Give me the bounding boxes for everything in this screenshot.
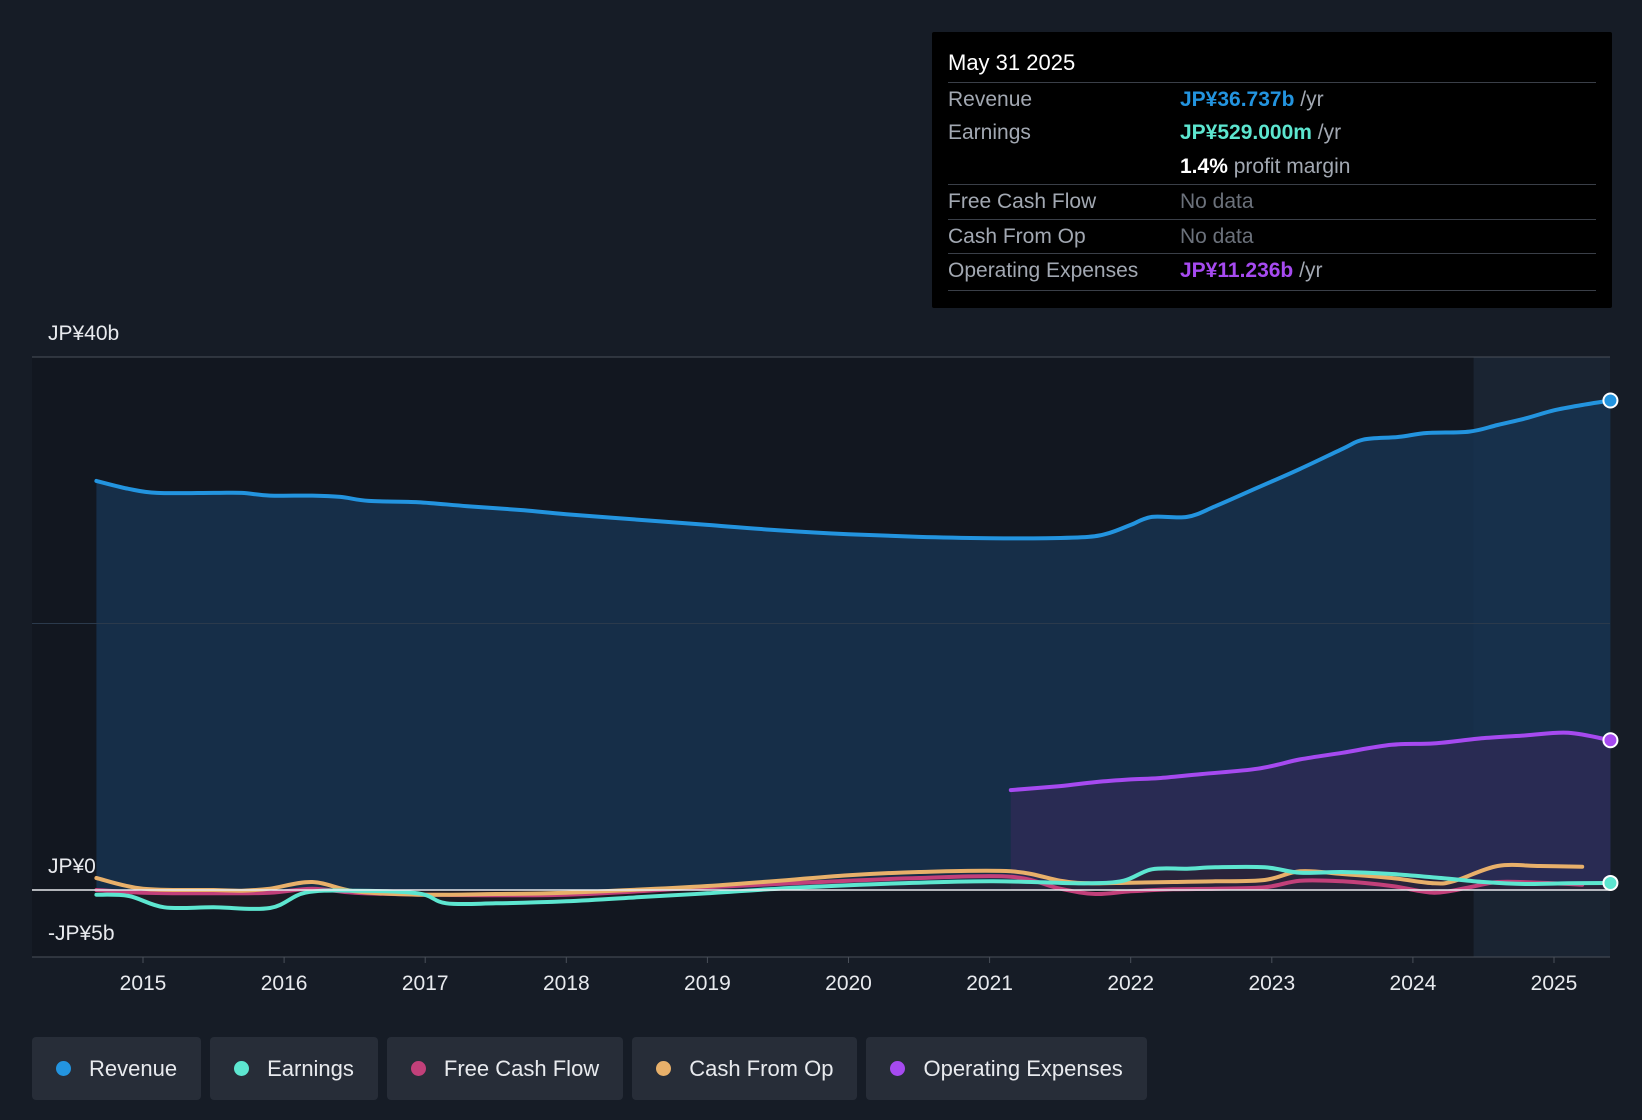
earnings-area — [96, 866, 1611, 909]
legend-item-operating-expenses[interactable]: Operating Expenses — [866, 1037, 1147, 1100]
x-tick-label: 2019 — [684, 972, 731, 995]
y-axis-label-bottom: -JP¥5b — [48, 922, 115, 945]
earnings-end-marker — [1602, 874, 1619, 891]
cash-from-op-line — [94, 862, 1585, 897]
tooltip-value: No data — [1180, 225, 1254, 248]
legend-item-cash-from-op[interactable]: Cash From Op — [632, 1037, 858, 1100]
tooltip-value: JP¥11.236b /yr — [1180, 259, 1323, 282]
x-tick-label: 2021 — [966, 972, 1013, 995]
x-tick-label: 2016 — [261, 972, 308, 995]
legend-label: Earnings — [267, 1055, 354, 1081]
tooltip-row-cash-from-op: Cash From Op No data — [948, 219, 1596, 254]
legend-label: Revenue — [89, 1055, 178, 1081]
tooltip-value: JP¥529.000m /yr — [1180, 121, 1342, 144]
tooltip-label: Earnings — [948, 121, 1031, 144]
tooltip-row-revenue: Revenue JP¥36.737b /yr — [948, 82, 1596, 117]
x-tick-label: 2023 — [1248, 972, 1295, 995]
tooltip-row-profit-margin: 1.4% profit margin — [948, 150, 1596, 184]
tooltip-row-operating-expenses: Operating Expenses JP¥11.236b /yr — [948, 253, 1596, 288]
legend-label: Free Cash Flow — [443, 1055, 600, 1081]
cash-from-op-dot-icon — [656, 1061, 672, 1076]
x-tick-label: 2018 — [543, 972, 590, 995]
tooltip-value: No data — [1180, 190, 1254, 213]
revenue-dot-icon — [56, 1061, 71, 1076]
legend-label: Cash From Op — [689, 1055, 834, 1081]
tooltip-row-free-cash-flow: Free Cash Flow No data — [948, 184, 1596, 219]
operating-expenses-line — [1008, 730, 1613, 793]
tooltip-value: 1.4% profit margin — [1180, 155, 1351, 178]
legend-item-revenue[interactable]: Revenue — [32, 1037, 202, 1100]
hover-tooltip: May 31 2025 Revenue JP¥36.737b /yr Earni… — [932, 32, 1612, 308]
y-axis-label-zero: JP¥0 — [48, 855, 96, 878]
x-tick-label: 2025 — [1531, 972, 1578, 995]
legend-item-free-cash-flow[interactable]: Free Cash Flow — [386, 1037, 624, 1100]
operating-expenses-end-marker — [1602, 732, 1619, 749]
y-axis-label-top: JP¥40b — [48, 322, 119, 345]
x-tick-label: 2017 — [402, 972, 449, 995]
tooltip-label: Cash From Op — [948, 225, 1086, 248]
tooltip-label: Free Cash Flow — [948, 190, 1097, 213]
x-tick-label: 2022 — [1107, 972, 1154, 995]
revenue-area — [96, 400, 1611, 890]
chart-legend: Revenue Earnings Free Cash Flow Cash Fro… — [32, 1037, 1147, 1100]
operating-expenses-area — [1010, 732, 1611, 890]
revenue-end-marker — [1602, 392, 1619, 409]
legend-label: Operating Expenses — [923, 1055, 1123, 1081]
x-tick-label: 2015 — [120, 972, 167, 995]
x-tick-label: 2020 — [825, 972, 872, 995]
tooltip-label: Operating Expenses — [948, 259, 1139, 282]
tooltip-divider — [948, 290, 1596, 291]
x-tick-label: 2024 — [1390, 972, 1437, 995]
legend-item-earnings[interactable]: Earnings — [210, 1037, 378, 1100]
tooltip-row-earnings: Earnings JP¥529.000m /yr — [948, 116, 1596, 150]
earnings-dot-icon — [234, 1061, 250, 1076]
tooltip-value: JP¥36.737b /yr — [1180, 88, 1324, 111]
revenue-line — [94, 398, 1613, 541]
tooltip-date: May 31 2025 — [948, 50, 1076, 75]
tooltip-label: Revenue — [948, 88, 1033, 111]
free-cash-flow-dot-icon — [410, 1061, 426, 1076]
operating-expenses-dot-icon — [890, 1061, 906, 1076]
earnings-line — [94, 864, 1613, 911]
